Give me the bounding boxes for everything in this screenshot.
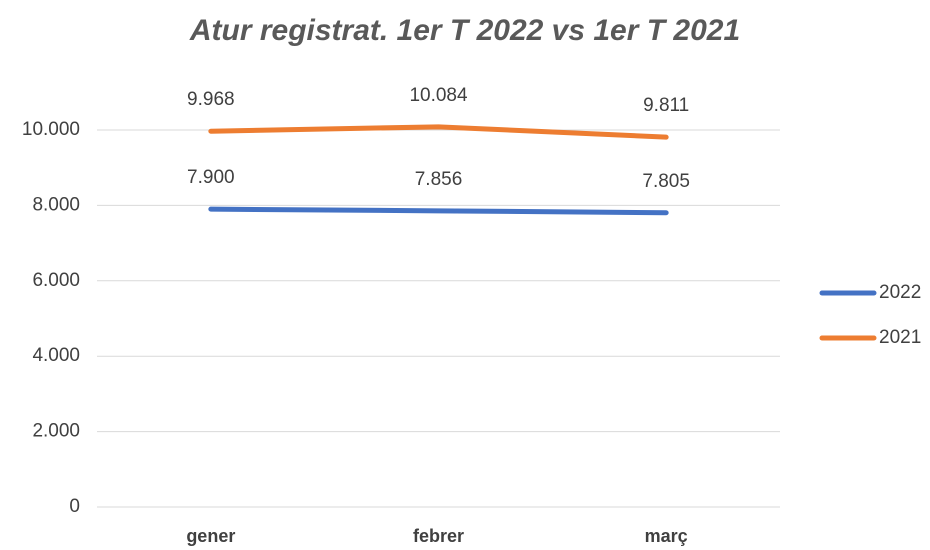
x-tick-label: gener <box>186 526 235 546</box>
x-tick-label: febrer <box>413 526 464 546</box>
y-tick-label: 8.000 <box>32 194 80 215</box>
series-line <box>208 124 669 140</box>
y-tick-label: 2.000 <box>32 421 80 442</box>
data-label: 7.856 <box>415 169 463 190</box>
x-tick-label: març <box>645 526 688 546</box>
y-tick-label: 4.000 <box>32 345 80 366</box>
data-label: 9.968 <box>187 89 235 110</box>
data-label: 10.084 <box>409 85 468 106</box>
data-label: 7.900 <box>187 167 235 188</box>
legend-label: 2021 <box>879 327 921 348</box>
y-tick-label: 10.000 <box>22 119 80 140</box>
y-tick-label: 0 <box>69 496 80 517</box>
legend-label: 2022 <box>879 282 921 303</box>
chart-title: Atur registrat. 1er T 2022 vs 1er T 2021 <box>189 14 740 47</box>
data-label: 9.811 <box>643 95 689 116</box>
series-line <box>208 206 669 216</box>
data-label: 7.805 <box>642 171 690 192</box>
y-tick-label: 6.000 <box>32 270 80 291</box>
